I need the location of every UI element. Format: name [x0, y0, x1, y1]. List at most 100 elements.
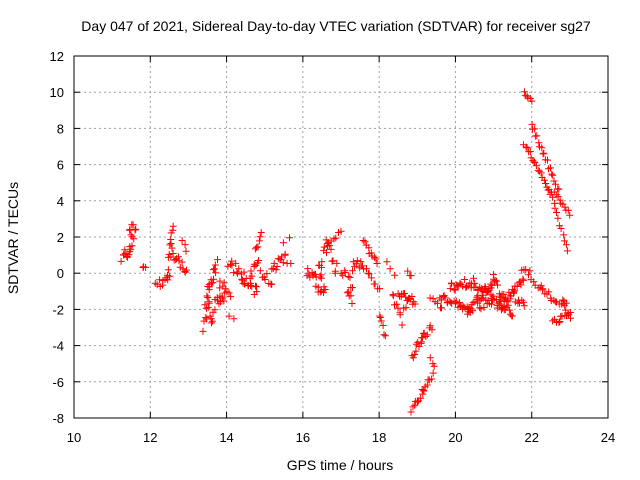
- data-point: [365, 244, 373, 252]
- data-point: [409, 403, 417, 411]
- y-axis-title: SDTVAR / TECUs: [5, 182, 21, 294]
- data-point: [566, 211, 574, 219]
- data-point: [272, 266, 280, 274]
- data-point: [407, 408, 415, 416]
- data-point: [372, 255, 380, 263]
- data-point: [268, 265, 276, 273]
- data-point: [417, 394, 425, 402]
- data-point: [332, 234, 340, 242]
- data-point: [398, 290, 406, 298]
- data-point: [142, 263, 150, 271]
- x-tick-label: 16: [296, 430, 310, 445]
- data-point: [380, 331, 388, 339]
- data-point: [247, 267, 255, 275]
- data-point: [268, 280, 276, 288]
- data-point: [522, 266, 530, 273]
- data-point: [273, 263, 281, 270]
- data-point: [420, 386, 428, 394]
- data-point: [127, 245, 135, 253]
- data-point: [552, 180, 559, 188]
- data-point: [474, 299, 482, 307]
- data-point: [286, 234, 293, 242]
- data-point: [555, 185, 563, 193]
- data-point: [364, 269, 372, 277]
- data-point: [333, 259, 341, 267]
- data-point: [491, 277, 499, 284]
- data-point: [484, 288, 492, 295]
- data-point: [178, 237, 186, 244]
- x-tick-label: 14: [219, 430, 233, 445]
- data-point: [451, 286, 459, 294]
- data-point: [220, 279, 228, 287]
- data-point: [489, 271, 497, 278]
- y-tick-label: 6: [57, 158, 64, 173]
- data-point: [540, 176, 548, 184]
- data-point: [203, 292, 211, 300]
- data-point: [555, 319, 563, 327]
- data-point: [520, 302, 528, 310]
- data-point: [208, 317, 216, 325]
- data-point: [278, 253, 286, 261]
- data-point: [469, 298, 477, 306]
- data-point: [169, 250, 177, 257]
- data-point: [376, 285, 384, 293]
- data-point: [554, 214, 562, 222]
- data-point: [439, 293, 447, 300]
- data-point: [519, 298, 527, 306]
- data-point: [430, 362, 438, 370]
- data-point: [495, 301, 503, 309]
- data-point: [461, 276, 469, 283]
- data-point: [531, 159, 539, 166]
- data-point: [500, 302, 508, 310]
- data-point: [470, 274, 477, 282]
- data-point: [526, 148, 534, 155]
- data-point: [228, 261, 236, 269]
- data-point: [353, 257, 361, 265]
- data-point: [234, 269, 242, 277]
- data-point: [263, 270, 271, 278]
- data-point: [210, 275, 217, 283]
- data-point: [343, 289, 351, 297]
- data-point: [420, 329, 428, 337]
- data-point: [175, 257, 183, 265]
- data-point: [411, 300, 419, 308]
- data-point: [471, 279, 479, 287]
- data-point: [559, 300, 567, 308]
- chart-title: Day 047 of 2021, Sidereal Day-to-day VTE…: [81, 18, 591, 34]
- x-axis-title: GPS time / hours: [287, 457, 394, 473]
- data-point: [255, 237, 263, 245]
- data-point: [428, 326, 436, 334]
- data-point: [383, 258, 391, 266]
- data-point: [525, 271, 532, 279]
- data-point: [419, 390, 427, 398]
- data-point: [418, 334, 426, 342]
- data-point: [320, 289, 327, 297]
- data-point: [371, 280, 379, 288]
- data-point: [396, 311, 404, 319]
- data-point: [164, 271, 171, 279]
- data-point: [537, 169, 545, 177]
- data-point: [457, 281, 465, 288]
- x-tick-label: 22: [524, 430, 538, 445]
- data-point: [371, 253, 379, 261]
- data-point: [256, 233, 264, 241]
- data-point: [567, 314, 574, 322]
- data-point: [329, 257, 337, 265]
- data-point: [317, 274, 325, 282]
- data-point: [367, 274, 375, 282]
- data-point: [167, 240, 175, 247]
- data-point: [325, 242, 333, 249]
- data-point: [450, 285, 458, 293]
- data-point: [488, 300, 495, 308]
- y-tick-label: 12: [50, 49, 64, 64]
- data-point: [549, 171, 557, 179]
- data-point: [549, 193, 557, 201]
- data-point: [125, 251, 133, 259]
- data-point: [248, 272, 256, 280]
- data-point: [130, 235, 138, 243]
- data-point: [505, 306, 513, 314]
- x-tick-label: 12: [143, 430, 157, 445]
- data-point: [538, 144, 546, 152]
- data-point: [121, 246, 129, 254]
